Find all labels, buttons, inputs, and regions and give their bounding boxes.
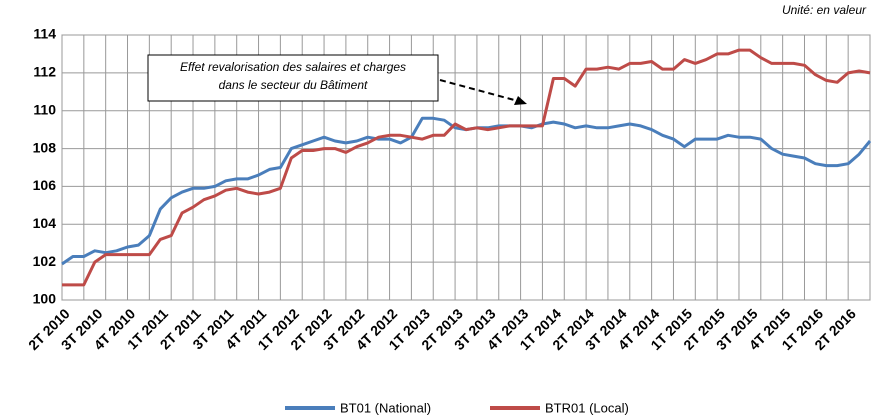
y-tick-label: 102 <box>33 253 57 269</box>
y-tick-label: 112 <box>33 64 56 80</box>
annotation-text: dans le secteur du Bâtiment <box>219 78 368 92</box>
arrow-head <box>514 96 527 105</box>
y-tick-label: 104 <box>33 215 57 231</box>
legend-label: BTR01 (Local) <box>545 400 629 415</box>
y-tick-label: 108 <box>33 139 57 155</box>
legend-label: BT01 (National) <box>340 400 431 415</box>
y-tick-label: 110 <box>33 101 56 117</box>
y-tick-label: 100 <box>33 291 57 307</box>
annotation-box <box>147 54 439 102</box>
annotation-arrow <box>439 79 519 102</box>
unit-note: Unité: en valeur <box>782 3 867 17</box>
y-tick-label: 106 <box>33 177 57 193</box>
y-tick-label: 114 <box>33 26 56 42</box>
series-line <box>62 48 871 287</box>
annotation-text: Effet revalorisation des salaires et cha… <box>180 60 406 74</box>
